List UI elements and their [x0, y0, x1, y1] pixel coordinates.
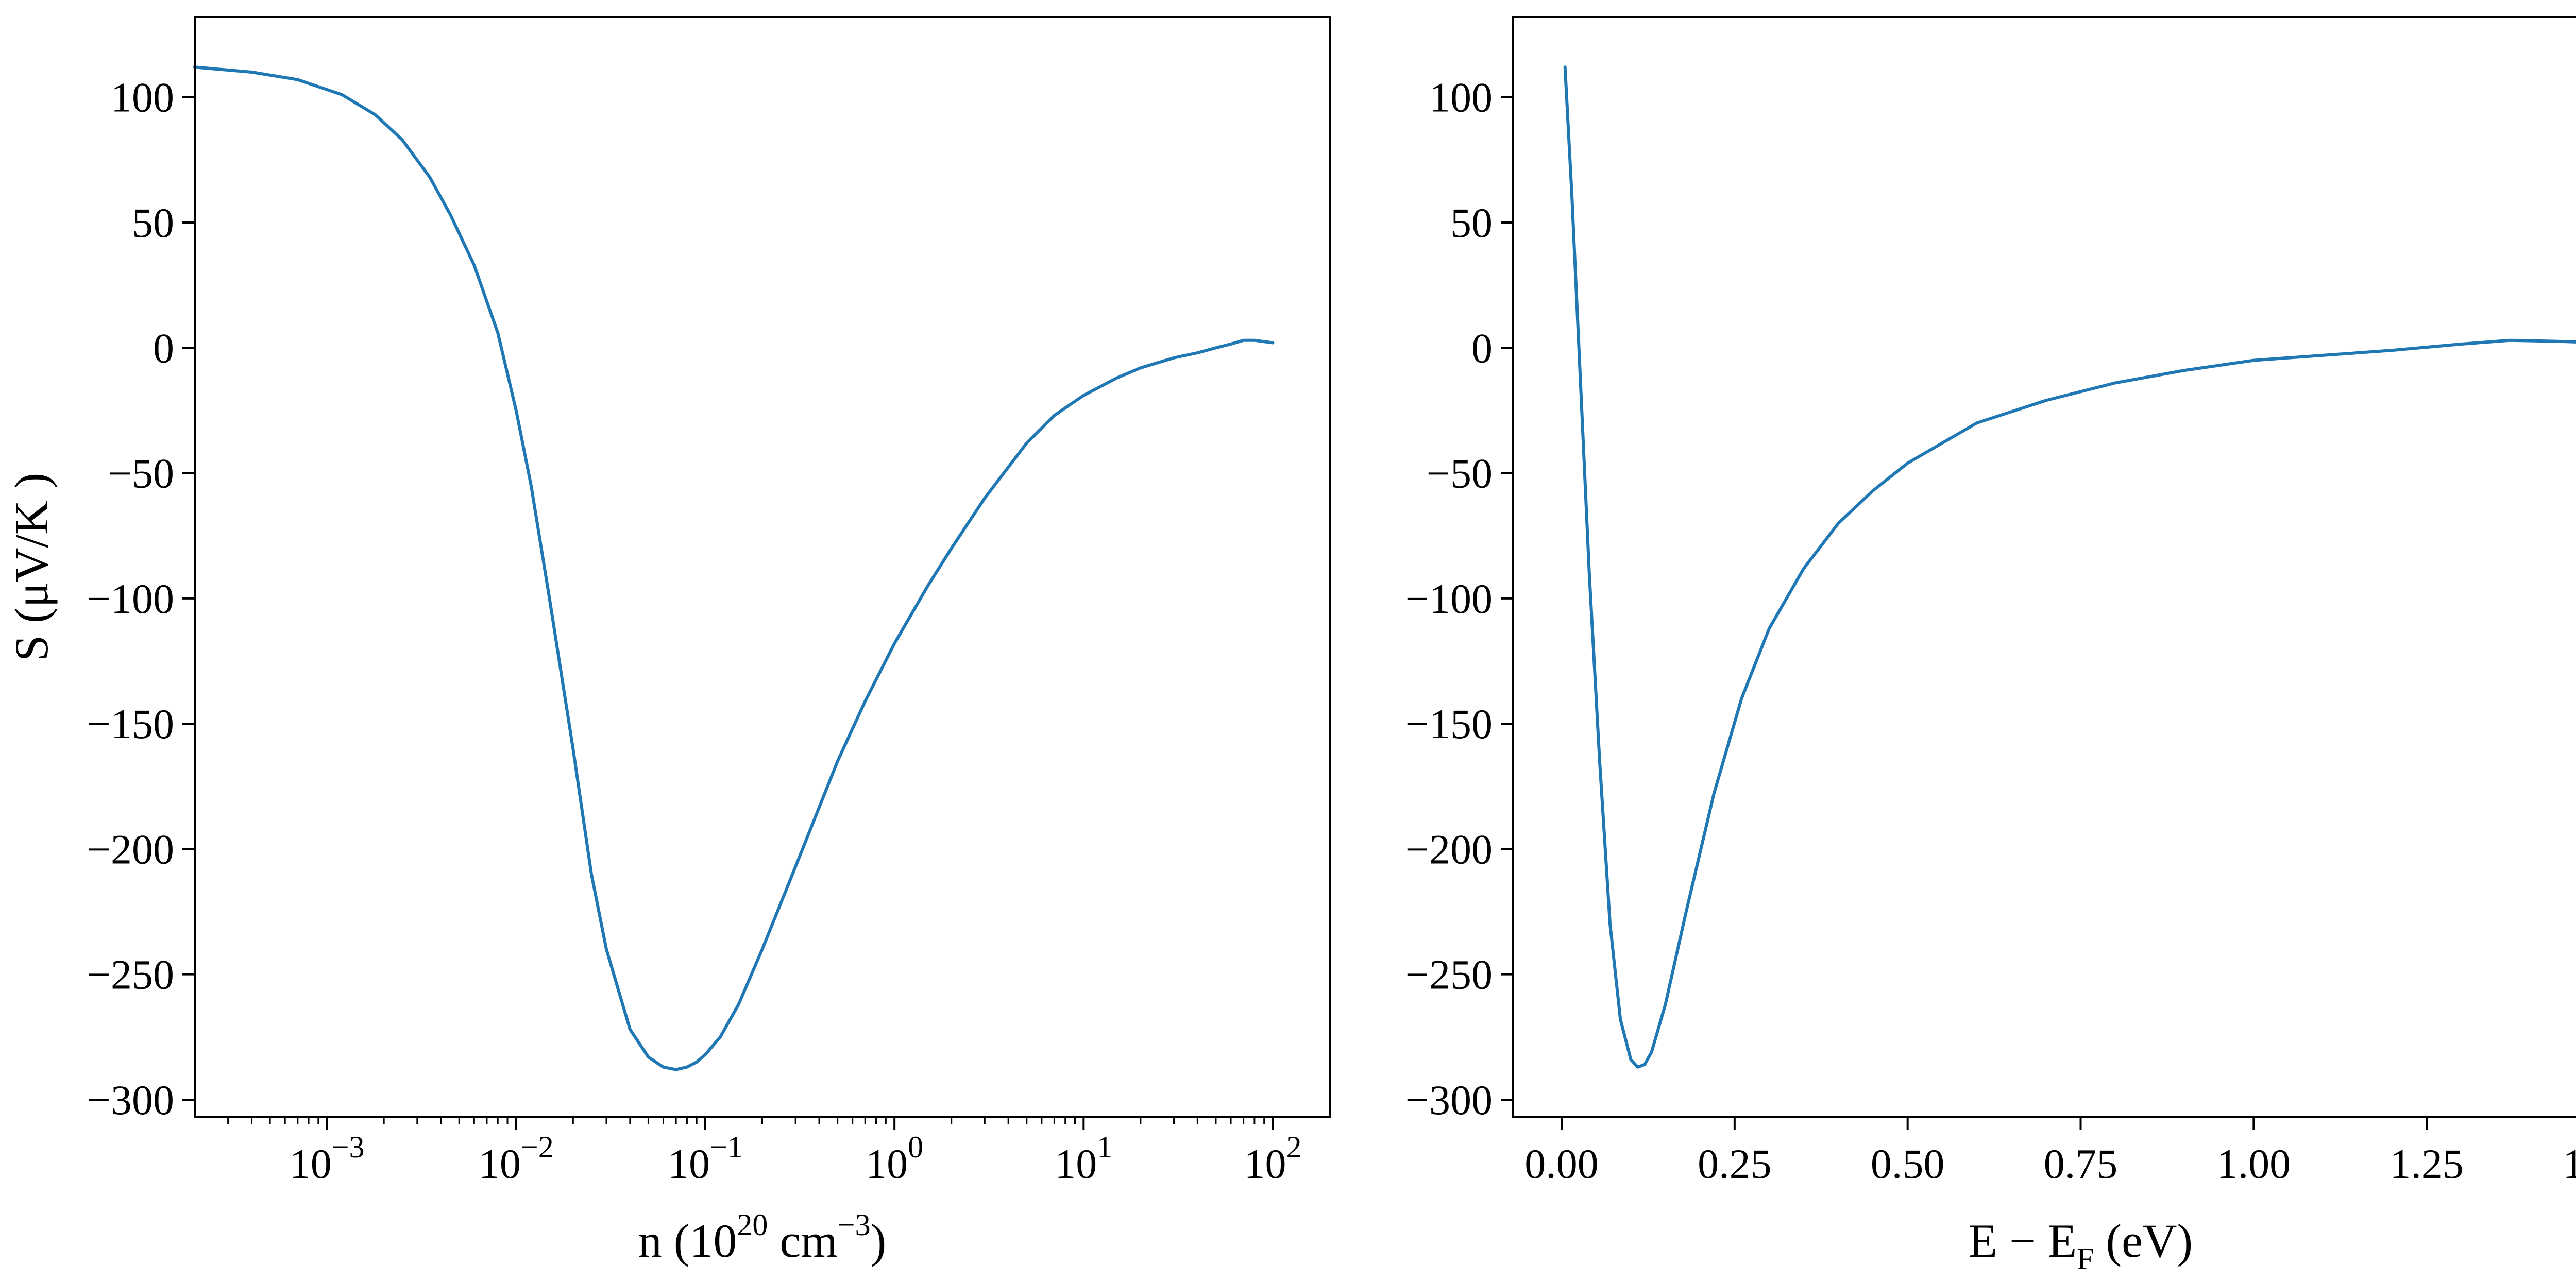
x-tick-label: 1.00: [2217, 1140, 2291, 1187]
axes-frame: [1512, 16, 2576, 1118]
y-tick-label: −100: [87, 575, 174, 622]
x-tick-label: 10−2: [479, 1130, 554, 1187]
x-tick-label: 101: [1055, 1130, 1112, 1187]
y-tick-label: 100: [1429, 74, 1493, 121]
y-tick-label: −150: [87, 700, 174, 747]
y-tick-label: 50: [132, 199, 174, 246]
seebeck-vs-energy-plot: 0.00 0.25 0.50 0.75 1.00 1.25 1.50 100 50 0 −50 −10…: [1405, 16, 2576, 1276]
x-tick-label: 0.50: [1871, 1140, 1945, 1187]
series-line: [193, 65, 1275, 1071]
y-tick-label: −100: [1405, 575, 1493, 622]
x-tick-label: 10−3: [290, 1130, 365, 1187]
y-tick-label: 100: [111, 74, 174, 121]
axes-frame: [194, 16, 1331, 1118]
x-tick-label: 1.50: [2563, 1140, 2576, 1187]
x-tick-label: 0.00: [1524, 1140, 1599, 1187]
y-tick-label: −250: [1405, 951, 1493, 998]
y-axis-label: S (μV/K ): [5, 473, 58, 661]
y-tick-label: −300: [87, 1076, 174, 1123]
y-tick-label: −200: [87, 826, 174, 873]
x-tick-label: 10−1: [668, 1130, 743, 1187]
x-axis-label: E − EF (eV): [1969, 1215, 2193, 1276]
y-tick-label: −300: [1405, 1076, 1493, 1123]
x-tick-label: 102: [1244, 1130, 1301, 1187]
x-axis-label: n (1020 cm−3): [638, 1208, 887, 1267]
seebeck-vs-carrier-density-plot: 10−3 10−2 10−1 100 101 102 100 50 0 −50 −100 −150 −2…: [5, 16, 1331, 1267]
y-tick-label: −200: [1405, 826, 1493, 873]
y-tick-label: −50: [108, 450, 174, 497]
y-tick-label: −50: [1427, 450, 1493, 497]
y-tick-label: 50: [1450, 199, 1493, 246]
x-tick-label: 0.75: [2044, 1140, 2118, 1187]
x-tick-label: 100: [866, 1130, 923, 1187]
x-tick-label: 0.25: [1698, 1140, 1772, 1187]
y-tick-label: −150: [1405, 700, 1493, 747]
y-tick-label: 0: [1471, 324, 1493, 371]
y-tick-label: −250: [87, 951, 174, 998]
series-line: [1563, 65, 2576, 1069]
y-tick-label: 0: [153, 324, 174, 371]
x-tick-label: 1.25: [2389, 1140, 2464, 1187]
